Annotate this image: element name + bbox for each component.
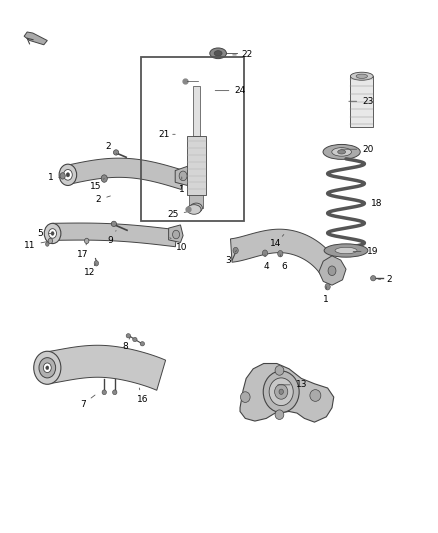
Ellipse shape — [324, 244, 368, 257]
Text: 11: 11 — [24, 241, 48, 249]
Ellipse shape — [51, 231, 54, 235]
Text: 24: 24 — [215, 86, 246, 95]
Ellipse shape — [111, 221, 117, 227]
Ellipse shape — [49, 229, 57, 238]
Ellipse shape — [60, 173, 65, 179]
Ellipse shape — [66, 173, 70, 177]
Ellipse shape — [233, 247, 238, 254]
Text: 5: 5 — [37, 229, 53, 238]
Text: 6: 6 — [280, 255, 287, 271]
Bar — [350, 76, 373, 127]
Ellipse shape — [190, 203, 202, 213]
PathPatch shape — [53, 223, 177, 247]
Bar — [187, 136, 206, 195]
Ellipse shape — [338, 150, 346, 154]
Ellipse shape — [278, 251, 283, 257]
Ellipse shape — [332, 148, 351, 156]
Ellipse shape — [46, 366, 49, 370]
Polygon shape — [240, 364, 334, 422]
Ellipse shape — [126, 334, 131, 338]
Text: 2: 2 — [378, 275, 392, 284]
Ellipse shape — [179, 171, 187, 181]
Ellipse shape — [350, 72, 373, 80]
Polygon shape — [169, 225, 183, 243]
Ellipse shape — [263, 371, 299, 413]
Ellipse shape — [214, 51, 222, 56]
Ellipse shape — [101, 175, 107, 182]
Polygon shape — [24, 32, 47, 45]
Ellipse shape — [279, 389, 283, 394]
Bar — [189, 195, 203, 208]
Ellipse shape — [269, 378, 293, 406]
Text: 18: 18 — [362, 199, 382, 208]
Ellipse shape — [275, 366, 284, 375]
Text: 23: 23 — [349, 97, 374, 106]
Text: 2: 2 — [96, 196, 110, 204]
Text: 17: 17 — [77, 244, 88, 259]
Text: 25: 25 — [167, 210, 187, 219]
Text: 1: 1 — [47, 173, 61, 182]
Ellipse shape — [59, 164, 77, 185]
Text: 20: 20 — [341, 145, 374, 154]
Ellipse shape — [240, 392, 250, 402]
PathPatch shape — [230, 229, 335, 274]
Polygon shape — [319, 256, 346, 285]
Ellipse shape — [64, 169, 72, 180]
Text: 10: 10 — [170, 238, 187, 252]
Ellipse shape — [173, 230, 180, 239]
Text: 13: 13 — [278, 381, 307, 389]
Ellipse shape — [335, 247, 357, 254]
Ellipse shape — [140, 342, 145, 346]
Text: 16: 16 — [137, 388, 148, 404]
Text: 3: 3 — [225, 251, 237, 264]
Bar — [193, 86, 200, 136]
PathPatch shape — [67, 158, 185, 189]
Ellipse shape — [48, 238, 53, 244]
Ellipse shape — [187, 205, 201, 214]
Text: 1: 1 — [323, 287, 329, 304]
Text: 1: 1 — [179, 177, 185, 193]
Ellipse shape — [310, 390, 321, 401]
Ellipse shape — [275, 384, 288, 399]
Text: 12: 12 — [84, 264, 95, 277]
Ellipse shape — [275, 410, 284, 419]
Text: 14: 14 — [270, 235, 284, 248]
Text: 2: 2 — [106, 142, 117, 155]
Ellipse shape — [133, 337, 137, 342]
Text: 21: 21 — [159, 130, 175, 139]
Ellipse shape — [94, 261, 99, 266]
Ellipse shape — [323, 144, 360, 159]
Ellipse shape — [325, 284, 330, 290]
Text: 22: 22 — [233, 51, 253, 59]
Text: 19: 19 — [353, 247, 378, 256]
Ellipse shape — [113, 150, 119, 155]
Ellipse shape — [44, 223, 61, 244]
Ellipse shape — [371, 276, 376, 281]
Ellipse shape — [102, 390, 106, 394]
Ellipse shape — [85, 238, 89, 244]
PathPatch shape — [46, 345, 166, 390]
Ellipse shape — [43, 363, 51, 373]
Ellipse shape — [46, 242, 49, 246]
Text: 7: 7 — [80, 395, 95, 408]
Ellipse shape — [34, 351, 61, 384]
Ellipse shape — [210, 48, 226, 59]
Text: 9: 9 — [107, 231, 116, 245]
Text: 8: 8 — [122, 337, 131, 351]
Ellipse shape — [113, 390, 117, 394]
Ellipse shape — [356, 74, 367, 78]
Text: 15: 15 — [90, 179, 104, 191]
Text: 4: 4 — [264, 255, 269, 271]
Ellipse shape — [39, 358, 56, 378]
Ellipse shape — [262, 250, 268, 256]
Ellipse shape — [328, 266, 336, 276]
Polygon shape — [175, 166, 191, 185]
